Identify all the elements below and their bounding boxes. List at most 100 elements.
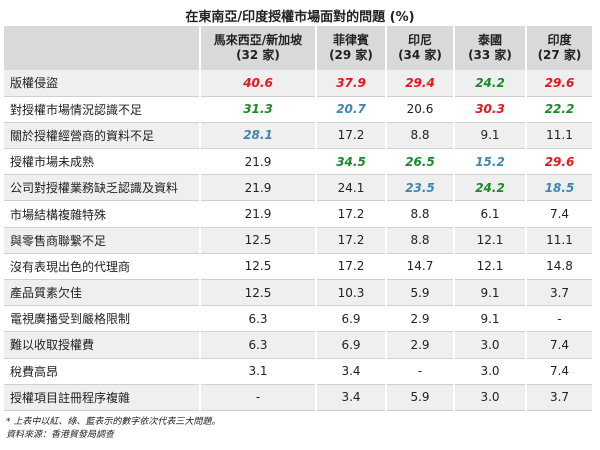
table-row: 沒有表現出色的代理商 12.5 17.2 14.7 12.1 14.8 (4, 253, 592, 281)
value-cell: 29.4 (386, 70, 455, 97)
value-cell: 14.7 (386, 253, 455, 281)
header-cell-india: 印度 (27 家) (526, 26, 592, 70)
table-row: 稅費高昂 3.1 3.4-3.0 7.4 (4, 358, 592, 385)
value-cell: - (386, 358, 455, 385)
value-cell: 34.5 (316, 148, 387, 176)
header-cell-malaysia-singapore: 馬來西亞/新加坡 (32 家) (200, 26, 317, 70)
row-label: 沒有表現出色的代理商 (4, 253, 201, 281)
row-label: 難以收取授權費 (4, 331, 201, 359)
table-row: 產品質素欠佳 12.5 10.3 5.9 9.1 3.7 (4, 279, 592, 307)
value-cell: 37.9 (316, 70, 387, 97)
value-cell: 24.2 (454, 70, 527, 97)
value-cell: 3.4 (316, 384, 387, 411)
value-cell: 26.5 (386, 148, 455, 176)
value-cell: 6.3 (200, 305, 317, 333)
value-cell: 3.4 (316, 358, 387, 385)
value-cell: 17.2 (316, 227, 387, 254)
value-cell: 8.8 (386, 122, 455, 150)
table-row: 公司對授權業務缺乏認識及資料 21.9 24.1 23.5 24.2 18.5 (4, 174, 592, 202)
row-label: 與零售商聯繫不足 (4, 227, 201, 254)
value-cell: 7.4 (526, 358, 592, 385)
value-cell: 28.1 (200, 122, 317, 150)
value-cell: 3.0 (454, 358, 527, 385)
value-cell: 11.1 (526, 122, 592, 150)
value-cell: 6.9 (316, 305, 387, 333)
value-cell: 20.7 (316, 96, 387, 123)
value-cell: 24.2 (454, 174, 527, 202)
value-cell: 31.3 (200, 96, 317, 123)
value-cell: 6.1 (454, 200, 527, 228)
value-cell: 3.0 (454, 384, 527, 411)
value-cell: 12.5 (200, 253, 317, 281)
value-cell: 2.9 (386, 305, 455, 333)
header-sample: (32 家) (236, 48, 280, 62)
value-cell: - (200, 384, 317, 411)
value-cell: 6.9 (316, 331, 387, 359)
value-cell: 21.9 (200, 174, 317, 202)
value-cell: 22.2 (526, 96, 592, 123)
value-cell: 17.2 (316, 122, 387, 150)
header-country: 馬來西亞/新加坡 (213, 33, 303, 47)
value-cell: 29.6 (526, 70, 592, 97)
header-country: 菲律賓 (332, 33, 369, 47)
header-sample: (27 家) (537, 48, 582, 62)
value-cell: 12.1 (454, 253, 527, 281)
row-label: 關於授權經營商的資料不足 (4, 122, 201, 150)
table-row: 市場結構複雜特殊 21.9 17.2 8.8 6.1 7.4 (4, 200, 592, 228)
table-row: 與零售商聯繫不足 12.5 17.2 8.8 12.1 11.1 (4, 227, 592, 254)
table-body: 版權侵盜 40.6 37.9 29.4 24.2 29.6 對授權市場情況認識不足 31.3 2… (4, 70, 592, 411)
table-row: 對授權市場情況認識不足 31.3 20.7 20.6 30.3 22.2 (4, 96, 592, 123)
value-cell: 3.0 (454, 331, 527, 359)
row-label: 市場結構複雜特殊 (4, 200, 201, 228)
value-cell: 14.8 (526, 253, 592, 281)
value-cell: 11.1 (526, 227, 592, 254)
value-cell: 17.2 (316, 253, 387, 281)
table-row: 授權市場未成熟 21.9 34.5 26.5 15.2 29.6 (4, 148, 592, 176)
row-label: 稅費高昂 (4, 358, 201, 385)
value-cell: 20.6 (386, 96, 455, 123)
header-sample: (34 家) (398, 48, 442, 62)
header-cell-indonesia: 印尼 (34 家) (386, 26, 455, 70)
footnote-source: 資料來源：香港貿發局調查 (6, 430, 115, 440)
value-cell: 40.6 (200, 70, 317, 97)
value-cell: 7.4 (526, 331, 592, 359)
row-label: 授權市場未成熟 (4, 148, 201, 176)
value-cell: 23.5 (386, 174, 455, 202)
table-row: 電視廣播受到嚴格限制 6.3 6.9 2.9 9.1- (4, 305, 592, 333)
table-row: 難以收取授權費 6.3 6.9 2.9 3.0 7.4 (4, 331, 592, 359)
row-label: 對授權市場情況認識不足 (4, 96, 201, 123)
value-cell: 10.3 (316, 279, 387, 307)
value-cell: 5.9 (386, 279, 455, 307)
value-cell: 21.9 (200, 200, 317, 228)
header-cell-thailand: 泰國 (33 家) (454, 26, 527, 70)
value-cell: 6.3 (200, 331, 317, 359)
header-row: 馬來西亞/新加坡 (32 家) 菲律賓 (29 家) 印尼 (34 家) 泰國 … (4, 26, 592, 70)
value-cell: 2.9 (386, 331, 455, 359)
value-cell: 8.8 (386, 200, 455, 228)
value-cell: 7.4 (526, 200, 592, 228)
footnotes: * 上表中以紅、綠、藍表示的數字依次代表三大問題。 資料來源：香港貿發局調查 (6, 416, 220, 442)
header-sample: (29 家) (329, 48, 373, 62)
value-cell: 12.5 (200, 227, 317, 254)
survey-table: 馬來西亞/新加坡 (32 家) 菲律賓 (29 家) 印尼 (34 家) 泰國 … (4, 26, 592, 411)
value-cell: 8.8 (386, 227, 455, 254)
row-label: 產品質素欠佳 (4, 279, 201, 307)
header-cell-philippines: 菲律賓 (29 家) (316, 26, 387, 70)
row-label: 公司對授權業務缺乏認識及資料 (4, 174, 201, 202)
table-row: 版權侵盜 40.6 37.9 29.4 24.2 29.6 (4, 70, 592, 97)
value-cell: 5.9 (386, 384, 455, 411)
row-label: 授權項目註冊程序複雜 (4, 384, 201, 411)
table-row: 關於授權經營商的資料不足 28.1 17.2 8.8 9.1 11.1 (4, 122, 592, 150)
value-cell: 30.3 (454, 96, 527, 123)
header-country: 印尼 (407, 33, 432, 47)
value-cell: 9.1 (454, 279, 527, 307)
value-cell: - (526, 305, 592, 333)
value-cell: 12.5 (200, 279, 317, 307)
row-label: 版權侵盜 (4, 70, 201, 97)
value-cell: 9.1 (454, 122, 527, 150)
row-label: 電視廣播受到嚴格限制 (4, 305, 201, 333)
value-cell: 18.5 (526, 174, 592, 202)
header-cell-label (4, 26, 201, 70)
header-country: 印度 (547, 33, 572, 47)
value-cell: 17.2 (316, 200, 387, 228)
